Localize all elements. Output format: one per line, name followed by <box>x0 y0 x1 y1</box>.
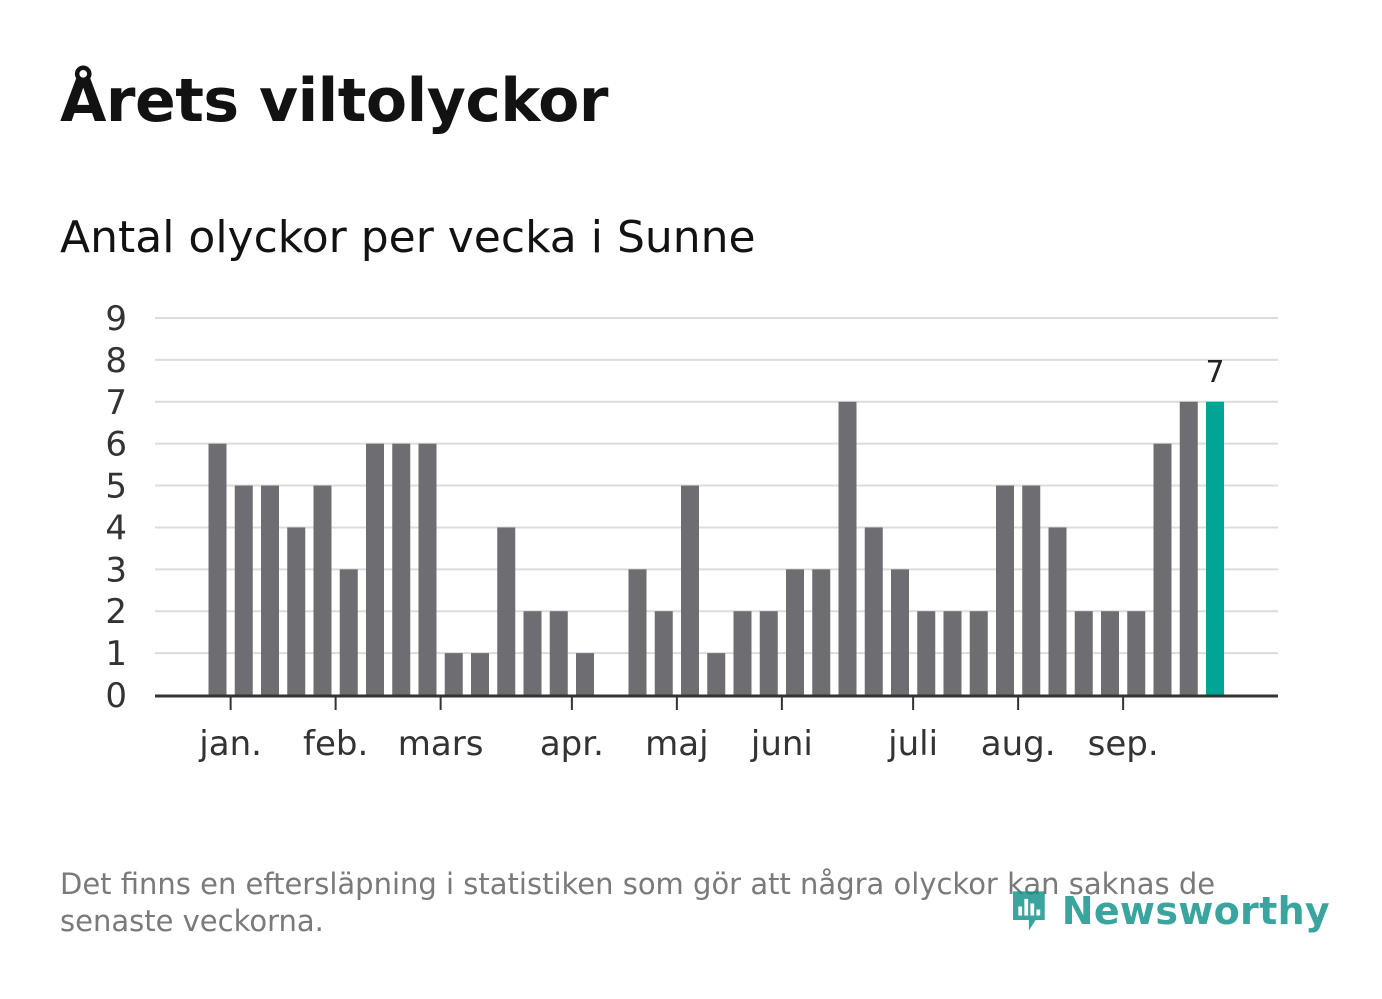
annotations: 7 <box>1205 355 1224 390</box>
bar-week-7 <box>366 443 384 695</box>
bar-week-15 <box>576 653 594 695</box>
bar-week-1 <box>208 443 227 695</box>
grid-lines <box>155 317 1278 655</box>
bar-week-9 <box>418 443 437 695</box>
bar-latest-week <box>1206 401 1224 695</box>
bar-week-2 <box>234 485 253 695</box>
bar-week-38 <box>1179 401 1198 695</box>
chart-title: Årets viltolyckor <box>60 66 609 136</box>
x-axis: jan. feb. mars apr. maj juni juli aug. sep. <box>155 694 1278 764</box>
chart-subtitle: Antal olyckor per vecka i Sunne <box>60 212 756 263</box>
footnote: Det finns en eftersläpning i statistiken… <box>60 867 1216 938</box>
y-tick-label: 4 <box>105 508 127 548</box>
bar-week-6 <box>339 569 358 695</box>
x-tick-label: sep. <box>1088 724 1159 764</box>
bar-week-5 <box>313 485 332 695</box>
bar-week-27 <box>891 569 909 695</box>
y-tick-label: 9 <box>105 299 127 339</box>
y-tick-label: 5 <box>105 467 127 507</box>
bar-week-36 <box>1127 611 1146 695</box>
bar-week-14 <box>549 611 568 695</box>
bar-week-22 <box>759 611 778 695</box>
x-tick-label: maj <box>645 724 708 764</box>
y-tick-label: 1 <box>105 634 127 674</box>
x-tick-label: feb. <box>303 724 368 764</box>
y-tick-label: 7 <box>105 383 127 423</box>
bar-week-31 <box>996 485 1014 695</box>
bar-week-21 <box>733 611 752 695</box>
bar-week-17 <box>628 569 647 695</box>
bar-week-13 <box>523 611 542 695</box>
bar-week-30 <box>969 611 988 695</box>
bar-week-32 <box>1022 485 1041 695</box>
newsworthy-logo: Newsworthy <box>1010 876 1330 946</box>
x-tick-label: aug. <box>981 724 1056 764</box>
bar-week-11 <box>471 653 489 695</box>
x-tick-label: apr. <box>540 724 604 764</box>
y-tick-label: 8 <box>105 341 127 381</box>
bars <box>208 401 1224 695</box>
bar-week-37 <box>1153 443 1172 695</box>
highlight-value-label: 7 <box>1205 355 1224 390</box>
y-tick-label: 6 <box>105 425 127 465</box>
y-tick-label: 2 <box>105 592 127 632</box>
bar-week-35 <box>1101 611 1119 695</box>
bar-week-3 <box>261 485 279 695</box>
bar-week-28 <box>917 611 936 695</box>
bar-week-20 <box>707 653 726 695</box>
bar-week-8 <box>392 443 411 695</box>
bar-week-12 <box>497 527 516 695</box>
bar-week-4 <box>287 527 306 695</box>
x-tick-label: juli <box>887 724 938 764</box>
newsworthy-logo-text: Newsworthy <box>1061 889 1330 933</box>
bar-week-33 <box>1048 527 1067 695</box>
bar-week-26 <box>864 527 883 695</box>
y-tick-label: 0 <box>105 676 127 716</box>
newsworthy-logo-icon <box>1013 891 1045 931</box>
x-tick-label: juni <box>750 724 813 764</box>
x-tick-label: mars <box>398 724 484 764</box>
y-tick-label: 3 <box>105 550 127 590</box>
bar-week-19 <box>681 485 699 695</box>
bar-week-34 <box>1074 611 1093 695</box>
x-tick-label: jan. <box>198 724 262 764</box>
bar-week-18 <box>654 611 673 695</box>
bar-week-29 <box>943 611 962 695</box>
bar-week-24 <box>812 569 831 695</box>
bar-week-25 <box>838 401 857 695</box>
bar-week-23 <box>786 569 804 695</box>
bar-week-10 <box>444 653 463 695</box>
